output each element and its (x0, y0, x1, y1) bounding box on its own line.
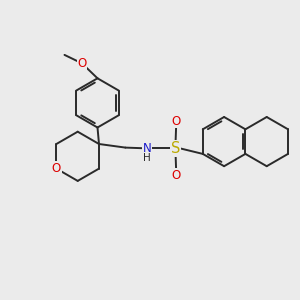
Text: S: S (171, 141, 180, 156)
Text: H: H (143, 153, 151, 163)
Text: O: O (52, 162, 61, 175)
Text: O: O (77, 57, 86, 70)
Text: O: O (172, 115, 181, 128)
Text: O: O (172, 169, 181, 182)
Text: N: N (142, 142, 152, 155)
